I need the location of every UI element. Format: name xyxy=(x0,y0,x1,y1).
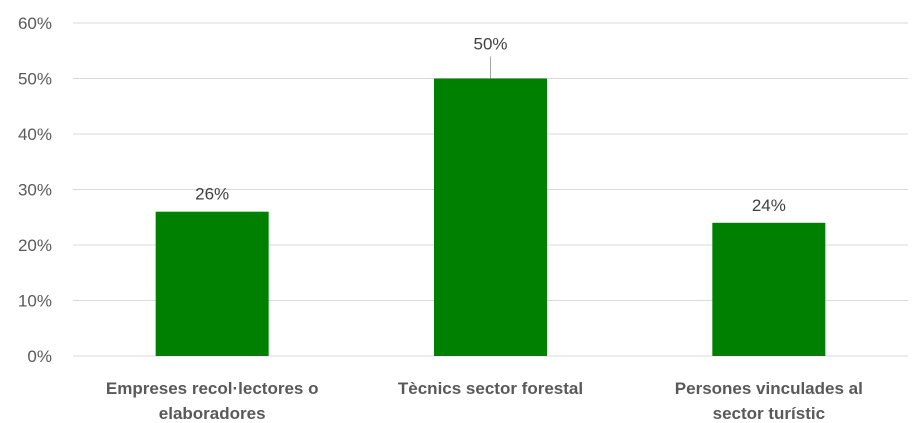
x-category-label: sector turístic xyxy=(713,404,825,423)
x-category-label: Empreses recol·lectores o xyxy=(106,379,319,398)
data-label: 24% xyxy=(752,196,786,215)
y-tick-label: 60% xyxy=(18,14,52,33)
y-tick-label: 40% xyxy=(18,125,52,144)
x-category-label: elaboradores xyxy=(159,404,266,423)
bar xyxy=(434,78,547,356)
x-category-label: Tècnics sector forestal xyxy=(398,379,583,398)
data-label: 26% xyxy=(195,185,229,204)
data-label: 50% xyxy=(473,35,507,54)
x-category-label: Persones vinculades al xyxy=(675,379,863,398)
y-tick-label: 50% xyxy=(18,70,52,89)
bar xyxy=(712,222,826,356)
bar-layer xyxy=(155,78,826,356)
y-tick-label: 20% xyxy=(18,236,52,255)
y-tick-label: 30% xyxy=(18,181,52,200)
y-tick-label: 10% xyxy=(18,292,52,311)
y-tick-label: 0% xyxy=(27,347,52,366)
bar xyxy=(155,211,269,356)
label-layer: 0% 10% 20% 30% 40% 50% 60% 26% Empreses recol·le… xyxy=(18,14,863,423)
